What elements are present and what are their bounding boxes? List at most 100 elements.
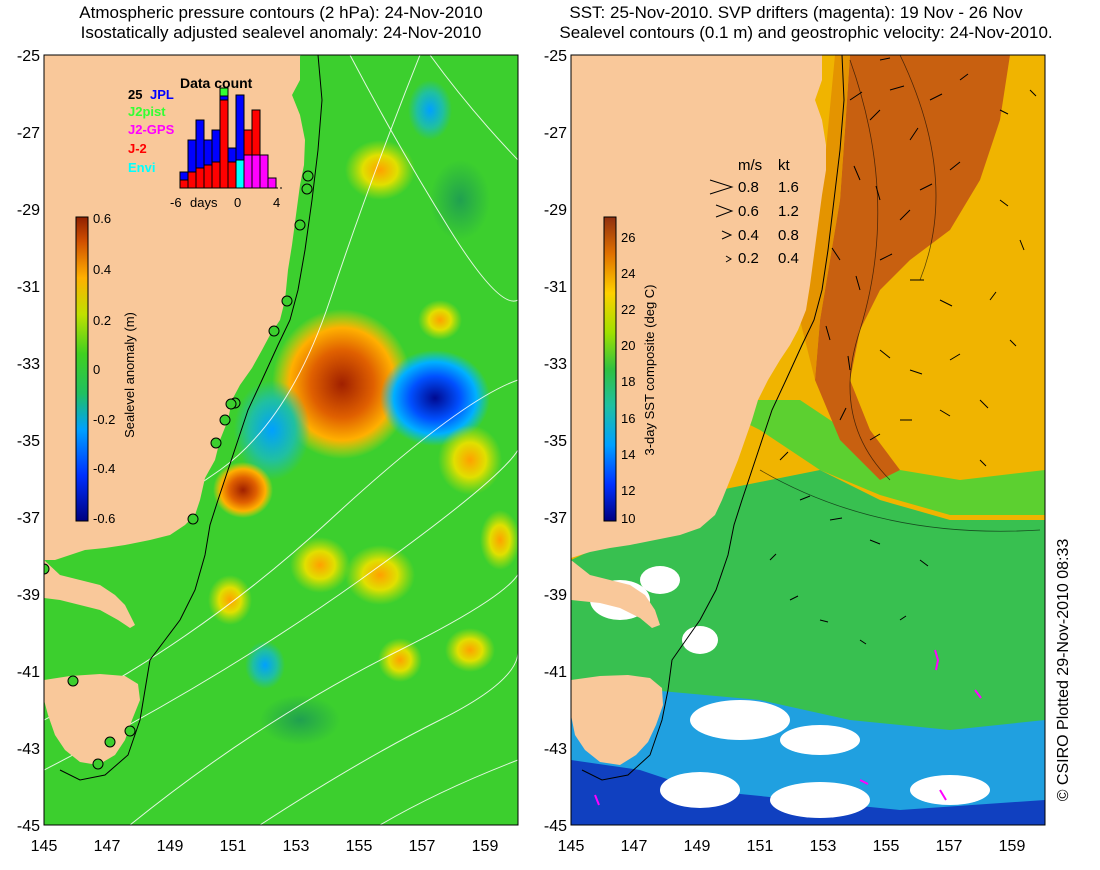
left-x-tick: 151 (220, 838, 247, 855)
svp-drifter-tracks (594, 649, 982, 806)
left-y-tick: -35 (17, 433, 40, 450)
right-y-tick: -37 (544, 510, 567, 527)
legend-ms: 0.8 (738, 179, 759, 196)
right-x-tick: 159 (999, 838, 1026, 855)
tide-gauges (44, 170, 314, 770)
left-x-tick: 147 (94, 838, 121, 855)
sla-colorbar-tick: -0.6 (93, 511, 115, 526)
sst-colorbar-label: 3-day SST composite (deg C) (642, 285, 657, 456)
sla-colorbar: 0.6 0.4 0.2 0 -0.2 -0.4 -0.6 Sealevel an… (75, 211, 137, 526)
left-title-line2: Isostatically adjusted sealevel anomaly:… (81, 23, 482, 42)
legend-kt: 1.6 (778, 179, 799, 196)
left-x-axis: 145 147 149 151 153 155 157 159 (31, 838, 499, 855)
right-title-line2: Sealevel contours (0.1 m) and geostrophi… (559, 23, 1052, 42)
right-y-tick: -33 (544, 356, 567, 373)
left-y-tick: -37 (17, 510, 40, 527)
legend-kt: 0.8 (778, 227, 799, 244)
data-count-inset: Data count 25 JPL J2pist J2-GPS J-2 Envi (128, 75, 282, 210)
left-y-axis: -25 -27 -29 -31 -33 -35 -37 -39 -41 -43 … (17, 48, 40, 835)
left-y-tick: -39 (17, 587, 40, 604)
mission-label: Envi (128, 160, 155, 175)
tasmania-right (571, 675, 663, 765)
mission-label: J-2 (128, 141, 147, 156)
left-y-tick: -45 (17, 818, 40, 835)
australia-mainland-right (571, 55, 826, 558)
sla-colorbar-tick: -0.2 (93, 412, 115, 427)
mission-label: J2pist (128, 104, 166, 119)
left-map (44, 55, 518, 825)
velocity-vectors (769, 57, 1037, 645)
sla-colorbar-tick: 0.2 (93, 313, 111, 328)
inset-title: Data count (180, 75, 253, 91)
left-x-tick: 153 (283, 838, 310, 855)
shelf-contour-right (581, 55, 845, 781)
sla-blobs (208, 80, 518, 745)
right-y-tick: -41 (544, 664, 567, 681)
left-y-tick: -29 (17, 202, 40, 219)
sst-colorbar-tick: 20 (621, 338, 635, 353)
legend-header-ms: m/s (738, 157, 762, 174)
sst-warm-edge (800, 55, 850, 380)
inset-label-25: 25 (128, 87, 142, 102)
legend-ms: 0.6 (738, 203, 759, 220)
right-x-tick: 155 (873, 838, 900, 855)
right-y-tick: -27 (544, 125, 567, 142)
right-map (571, 55, 1045, 825)
right-y-tick: -29 (544, 202, 567, 219)
csiro-credit: © CSIRO Plotted 29-Nov-2010 08:33 (1055, 539, 1072, 802)
inset-x-tick: 0 (234, 195, 241, 210)
mission-label: J2-GPS (128, 122, 175, 137)
shelf-contour (59, 55, 323, 781)
legend-ms: 0.4 (738, 227, 759, 244)
left-x-tick: 149 (157, 838, 184, 855)
right-x-tick: 149 (684, 838, 711, 855)
right-y-axis: -25 -27 -29 -31 -33 -35 -37 -39 -41 -43 … (544, 48, 567, 835)
sst-colorbar-tick: 10 (621, 511, 635, 526)
sst-colorbar: 26 24 22 20 18 16 14 12 10 3-day SST com… (603, 216, 657, 526)
right-y-tick: -35 (544, 433, 567, 450)
velocity-legend: m/s kt 0.8 1.6 0.6 1.2 0.4 0.8 0.2 0.4 (709, 157, 799, 267)
sst-warm-core (815, 55, 1010, 480)
right-x-tick: 157 (936, 838, 963, 855)
right-y-tick: -25 (544, 48, 567, 65)
left-x-tick: 145 (31, 838, 58, 855)
legend-header-kt: kt (778, 157, 791, 174)
sealevel-contours (759, 55, 1041, 532)
right-x-tick: 153 (810, 838, 837, 855)
left-y-tick: -25 (17, 48, 40, 65)
legend-kt: 0.4 (778, 250, 799, 267)
sst-colorbar-tick: 26 (621, 230, 635, 245)
sla-colorbar-tick: 0 (93, 362, 100, 377)
left-map-frame (43, 54, 519, 826)
right-title-line1: SST: 25-Nov-2010. SVP drifters (magenta)… (569, 3, 1023, 22)
sst-colorbar-tick: 24 (621, 266, 635, 281)
left-y-tick: -41 (17, 664, 40, 681)
right-x-tick: 151 (747, 838, 774, 855)
tasmania (44, 674, 140, 765)
left-x-tick: 157 (409, 838, 436, 855)
right-y-tick: -45 (544, 818, 567, 835)
sla-colorbar-label: Sealevel anomaly (m) (122, 312, 137, 438)
left-y-tick: -33 (17, 356, 40, 373)
sst-colorbar-tick: 16 (621, 411, 635, 426)
left-y-tick: -31 (17, 279, 40, 296)
inset-x-tick: -6 (170, 195, 182, 210)
left-title-line1: Atmospheric pressure contours (2 hPa): 2… (79, 3, 482, 22)
left-y-tick: -27 (17, 125, 40, 142)
left-y-tick: -43 (17, 741, 40, 758)
sst-colorbar-tick: 18 (621, 374, 635, 389)
sla-colorbar-tick: 0.4 (93, 262, 111, 277)
sst-deep-blue (571, 760, 1045, 825)
sst-colorbar-tick: 12 (621, 483, 635, 498)
legend-ms: 0.2 (738, 250, 759, 267)
mission-label: JPL (150, 87, 174, 102)
inset-x-tick: 4 (273, 195, 280, 210)
legend-kt: 1.2 (778, 203, 799, 220)
right-map-frame (570, 54, 1046, 826)
right-y-tick: -31 (544, 279, 567, 296)
sla-colorbar-tick: -0.4 (93, 461, 115, 476)
right-x-axis: 145 147 149 151 153 155 157 159 (558, 838, 1026, 855)
victoria-coast-right (571, 560, 660, 628)
left-x-tick: 159 (472, 838, 499, 855)
sst-colorbar-tick: 14 (621, 447, 635, 462)
